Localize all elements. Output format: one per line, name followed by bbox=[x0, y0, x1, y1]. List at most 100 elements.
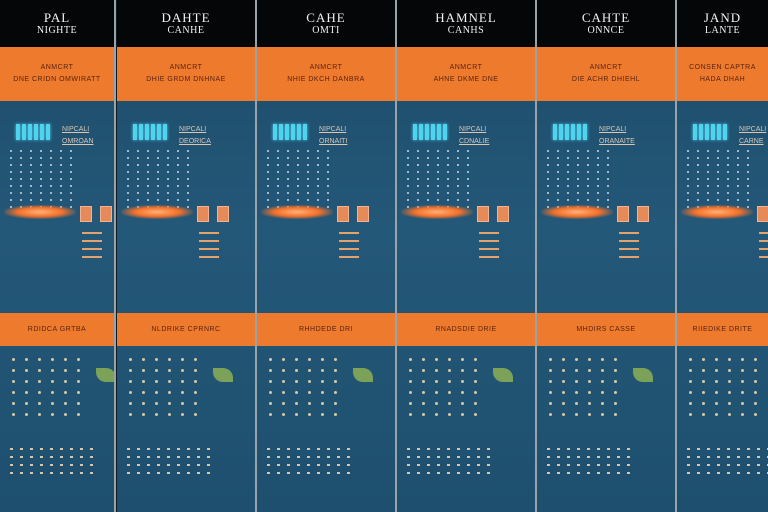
grid-dot bbox=[181, 369, 184, 372]
panel-3[interactable]: CAHE OMTI ANMCRT NHIE DKCH DANBRA NIPCALI ORN… bbox=[257, 0, 397, 512]
wave-dot bbox=[50, 448, 53, 450]
grid-dot bbox=[177, 192, 179, 194]
wave-dot bbox=[90, 456, 93, 458]
wave-dot bbox=[30, 472, 33, 474]
panel-1[interactable]: PAL NIGHTE ANMCRT DNE CRIDN OMWIRATT NIPCALI… bbox=[0, 0, 116, 512]
grid-dot bbox=[137, 185, 139, 187]
grid-dot bbox=[689, 391, 692, 394]
wave-dot bbox=[167, 472, 170, 474]
wave-dot bbox=[747, 464, 750, 466]
grid-dot bbox=[282, 380, 285, 383]
grid-dot bbox=[567, 164, 569, 166]
wave-dot bbox=[547, 464, 550, 466]
panel-label: MHDIRS CASSE bbox=[576, 326, 636, 333]
wave-dot bbox=[20, 456, 23, 458]
grid-dot bbox=[562, 402, 565, 405]
panel-label-band: RDIDCA GRTBA bbox=[0, 313, 114, 346]
grid-dot bbox=[577, 164, 579, 166]
grid-dot bbox=[407, 171, 409, 173]
wave-dot bbox=[407, 456, 410, 458]
grid-dot bbox=[467, 185, 469, 187]
grid-dot bbox=[687, 199, 689, 201]
grid-dot bbox=[588, 380, 591, 383]
metric-label-line-1: NIPCALI bbox=[62, 126, 90, 133]
panel-4[interactable]: HAMNEL CANHS ANMCRT AHNE DKME DNE NIPCALI CDN… bbox=[397, 0, 537, 512]
grid-dot bbox=[417, 192, 419, 194]
metric-label-line-2: OMROAN bbox=[62, 138, 94, 145]
panel-label: RNADSDIE DRIE bbox=[435, 326, 497, 333]
grid-dot bbox=[447, 185, 449, 187]
grid-dot bbox=[25, 413, 28, 416]
grid-dot bbox=[754, 391, 757, 394]
wave-dot bbox=[417, 456, 420, 458]
wave-dot bbox=[627, 464, 630, 466]
grid-dot bbox=[295, 358, 298, 361]
grid-dot bbox=[167, 185, 169, 187]
grid-dot bbox=[427, 185, 429, 187]
grid-dot bbox=[437, 185, 439, 187]
panel-6[interactable]: JAND LANTE CONSEN CAPTRA HADA DHAH NIPCALI CA… bbox=[677, 0, 768, 512]
wave-dot bbox=[447, 456, 450, 458]
grid-dot bbox=[549, 391, 552, 394]
grid-dot bbox=[715, 358, 718, 361]
wave-dot bbox=[287, 472, 290, 474]
grid-dot bbox=[597, 164, 599, 166]
wave-dot bbox=[287, 464, 290, 466]
grid-dot bbox=[10, 171, 12, 173]
grid-dot bbox=[308, 402, 311, 405]
grid-dot bbox=[142, 391, 145, 394]
wave-dot bbox=[90, 472, 93, 474]
grid-dot bbox=[181, 413, 184, 416]
grid-dot bbox=[614, 358, 617, 361]
grid-dot bbox=[587, 164, 589, 166]
level-line bbox=[479, 256, 499, 258]
wave-dot bbox=[437, 448, 440, 450]
wave-dot bbox=[627, 448, 630, 450]
grid-dot bbox=[687, 171, 689, 173]
panel-2[interactable]: DAHTE CANHE ANMCRT DHIE GRDM DNHNAE NIPCALI D… bbox=[117, 0, 257, 512]
grid-dot bbox=[20, 157, 22, 159]
wave-pattern bbox=[687, 448, 768, 474]
grid-dot bbox=[717, 157, 719, 159]
grid-dot bbox=[269, 391, 272, 394]
wave-dot bbox=[687, 456, 690, 458]
grid-dot bbox=[317, 164, 319, 166]
panel-label-band: MHDIRS CASSE bbox=[537, 313, 675, 346]
wave-dot bbox=[40, 448, 43, 450]
level-line bbox=[759, 232, 768, 234]
grid-dot bbox=[474, 402, 477, 405]
grid-dot bbox=[717, 199, 719, 201]
wave-dot bbox=[737, 448, 740, 450]
grid-dot bbox=[422, 413, 425, 416]
panel-header: HAMNEL CANHS bbox=[397, 0, 535, 47]
wave-dot bbox=[90, 448, 93, 450]
grid-dot bbox=[168, 358, 171, 361]
banner-line-2: AHNE DKME DNE bbox=[433, 76, 499, 83]
wave-dot bbox=[717, 472, 720, 474]
panel-5[interactable]: CAHTE ONNCE ANMCRT DIE ACHR DHIEHL NIPCALI OR… bbox=[537, 0, 677, 512]
grid-dot bbox=[697, 199, 699, 201]
wave-dot bbox=[597, 448, 600, 450]
level-bar bbox=[437, 124, 441, 140]
panel-label: RIIEDIKE DRITE bbox=[692, 326, 753, 333]
grid-dot bbox=[64, 413, 67, 416]
dot-matrix bbox=[267, 150, 333, 208]
level-lines bbox=[82, 232, 102, 264]
wave-dot bbox=[697, 464, 700, 466]
grid-dot bbox=[577, 199, 579, 201]
grid-dot bbox=[562, 413, 565, 416]
wave-dot bbox=[457, 464, 460, 466]
grid-dot bbox=[25, 391, 28, 394]
wave-dot bbox=[187, 472, 190, 474]
grid-dot bbox=[147, 199, 149, 201]
grid-dot bbox=[474, 413, 477, 416]
grid-dot bbox=[407, 157, 409, 159]
panel-title: DAHTE bbox=[161, 9, 211, 25]
wave-dot bbox=[347, 472, 350, 474]
grid-dot bbox=[448, 358, 451, 361]
grid-dot bbox=[549, 402, 552, 405]
wave-dot bbox=[557, 464, 560, 466]
grid-dot bbox=[187, 150, 189, 152]
wave-dot bbox=[557, 456, 560, 458]
wave-dot bbox=[10, 472, 13, 474]
